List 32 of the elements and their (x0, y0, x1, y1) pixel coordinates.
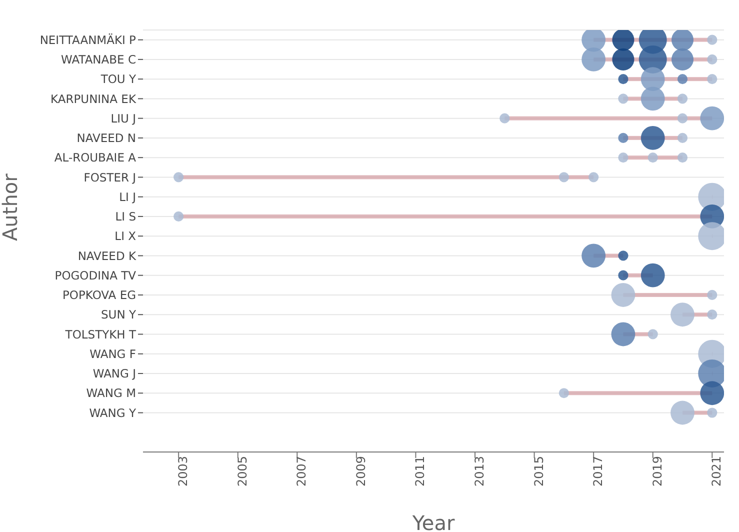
y-tick-label: FOSTER J (84, 170, 136, 184)
x-tick-label: 2019 (650, 456, 664, 487)
y-tick-label: NEITTAANMÄKI P (40, 32, 136, 47)
x-tick-label: 2013 (472, 456, 487, 487)
y-tick-label: NAVEED K (78, 248, 136, 263)
x-tick-label: 2005 (235, 456, 250, 487)
y-tick-label: LI X (114, 229, 136, 244)
y-tick-label: KARPUNINA EK (50, 92, 136, 106)
y-axis-title: Author (0, 172, 22, 241)
y-tick-label: POGODINA TV (54, 268, 136, 282)
y-tick-label: WATANABE C (60, 52, 136, 67)
y-tick-label: LI S (115, 210, 136, 224)
x-tick-label: 2021 (710, 456, 724, 487)
y-tick-label: LIU J (110, 111, 136, 126)
y-tick-label: LI J (119, 190, 136, 204)
y-tick-label: TOLSTYKH T (64, 327, 137, 342)
x-tick-label: 2009 (354, 456, 368, 487)
x-tick-label: 2007 (294, 456, 309, 487)
x-tick-label: 2015 (532, 456, 546, 487)
y-tick-label: NAVEED N (76, 131, 136, 146)
x-tick-label: 2011 (413, 456, 428, 487)
x-axis-title: Year (411, 511, 456, 532)
y-tick-label: WANG J (92, 366, 136, 381)
y-tick-label: WANG Y (89, 406, 137, 420)
x-tick-label: 2003 (176, 456, 190, 487)
y-tick-label: TOU Y (100, 72, 137, 86)
y-tick-label: AL-ROUBAIE A (54, 150, 136, 165)
y-tick-label: POPKOVA EG (62, 288, 136, 302)
x-tick-label: 2017 (591, 456, 606, 487)
y-tick-label: SUN Y (101, 308, 137, 322)
y-tick-label: WANG F (90, 346, 136, 361)
y-tick-label: WANG M (86, 386, 136, 400)
